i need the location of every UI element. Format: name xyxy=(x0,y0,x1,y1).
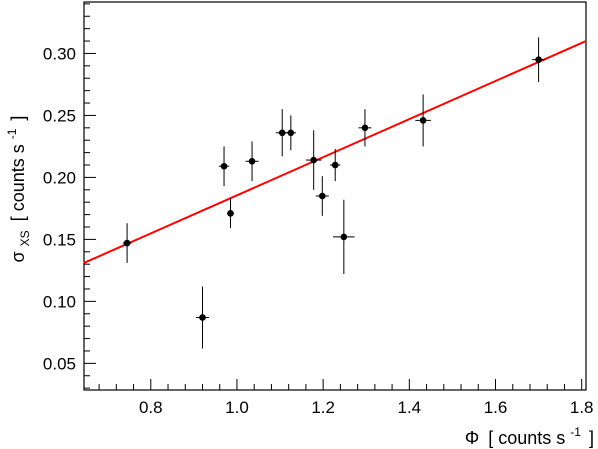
x-tick-label: 1.2 xyxy=(311,398,335,417)
y-axis-title: σ XS [ counts s -1 ] xyxy=(0,116,33,263)
data-point xyxy=(245,141,259,182)
data-point xyxy=(358,109,372,147)
point-marker xyxy=(248,157,256,165)
point-marker xyxy=(227,210,234,217)
point-marker xyxy=(123,239,131,247)
data-point xyxy=(305,130,322,190)
data-point xyxy=(285,115,297,151)
point-marker xyxy=(220,162,228,170)
point-marker xyxy=(199,314,206,321)
data-point xyxy=(218,146,230,187)
y-tick-label: 0.25 xyxy=(43,106,76,125)
y-axis-label-end: ] xyxy=(8,116,28,121)
y-tick-label: 0.15 xyxy=(43,230,76,249)
point-marker xyxy=(331,161,339,169)
y-tick-label: 0.30 xyxy=(43,44,76,63)
point-marker xyxy=(361,124,369,132)
y-tick-label: 0.20 xyxy=(43,168,76,187)
x-tick-label: 1.6 xyxy=(484,398,508,417)
x-tick-label: 1.8 xyxy=(570,398,594,417)
data-point xyxy=(532,37,546,82)
data-point xyxy=(333,199,355,275)
x-axis-label-end: ] xyxy=(589,428,594,448)
data-point xyxy=(227,198,234,229)
ticks-layer: 0.8 1.0 1.2 1.4 1.6 1.8 0.05 0.10 0.15 0.20 0.25 0.… xyxy=(43,3,594,417)
point-marker xyxy=(318,192,326,200)
data-point xyxy=(415,94,431,147)
x-axis-label-text: [ counts s xyxy=(488,428,565,448)
data-point xyxy=(122,223,132,263)
x-tick-label: 1.4 xyxy=(398,398,422,417)
point-marker xyxy=(535,56,542,63)
data-point xyxy=(330,148,341,182)
y-axis-label-sub: XS xyxy=(18,230,32,246)
x-tick-label: 1.0 xyxy=(225,398,249,417)
point-marker xyxy=(310,156,317,164)
y-axis-label-sup: -1 xyxy=(5,128,19,139)
point-marker xyxy=(419,117,427,124)
x-axis-symbol: Φ xyxy=(465,428,479,448)
data-point xyxy=(196,286,209,349)
data-point xyxy=(315,176,329,216)
point-marker xyxy=(340,233,348,241)
y-tick-label: 0.10 xyxy=(43,292,76,311)
y-axis-label-text: [ counts s xyxy=(8,144,28,221)
plot-frame xyxy=(83,1,587,391)
x-tick-label: 0.8 xyxy=(139,398,163,417)
x-axis-title: Φ [ counts s -1 ] xyxy=(465,420,594,448)
point-marker xyxy=(278,129,286,137)
point-marker xyxy=(287,129,295,137)
x-axis-label-sup: -1 xyxy=(570,425,581,439)
y-axis-symbol: σ xyxy=(8,251,28,262)
y-tick-label: 0.05 xyxy=(43,354,76,373)
points-layer xyxy=(122,37,546,349)
